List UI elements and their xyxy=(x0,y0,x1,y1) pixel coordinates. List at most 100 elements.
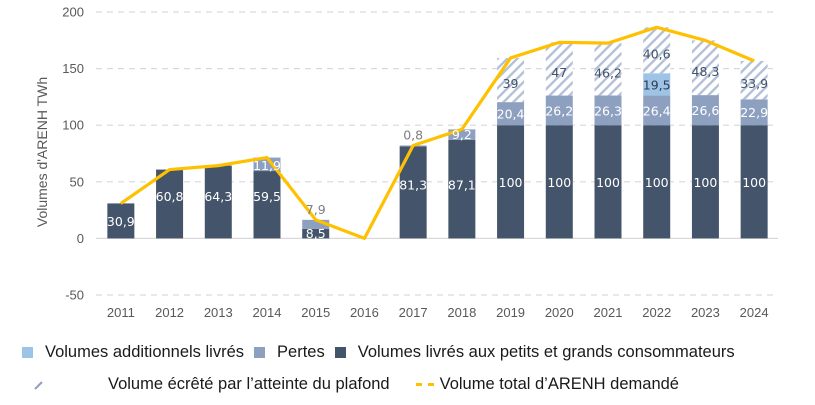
y-tick-label: 200 xyxy=(62,5,84,20)
data-label: 7,9 xyxy=(306,202,326,217)
data-label: 47 xyxy=(551,65,567,80)
x-tick-label: 2016 xyxy=(350,305,379,320)
bar-delivered xyxy=(497,125,525,239)
bar-additional xyxy=(643,73,671,96)
bar-delivered xyxy=(107,203,135,239)
data-label: 8,5 xyxy=(306,226,326,241)
bar-losses xyxy=(302,219,330,229)
legend-label: Volume écrêté par l’atteinte du plafond xyxy=(108,375,390,393)
bars xyxy=(107,27,768,239)
legend-item-total-demand: Volume total d’ARENH demandé xyxy=(415,375,679,394)
losses-swatch-icon xyxy=(254,347,266,358)
bar-delivered xyxy=(156,169,184,239)
data-label: 87,1 xyxy=(448,178,476,193)
demand-line-path xyxy=(119,25,755,240)
y-tick-label: 100 xyxy=(62,118,84,133)
legend-item-delivered-volumes: Volumes livrés aux petits et grands cons… xyxy=(334,343,735,362)
legend-label: Volume total d’ARENH demandé xyxy=(439,375,679,393)
y-tick-label: 50 xyxy=(70,174,84,189)
data-label: 20,4 xyxy=(497,107,525,122)
data-label: 48,3 xyxy=(692,64,720,79)
additional-volumes-swatch-icon xyxy=(22,347,33,358)
data-label: 46,2 xyxy=(594,65,622,80)
y-tick-label: 0 xyxy=(77,231,84,246)
data-label: 26,4 xyxy=(643,103,671,118)
data-label: 60,8 xyxy=(156,189,184,204)
delivered-volumes-swatch-icon xyxy=(334,347,346,358)
total-demand-line xyxy=(119,25,755,240)
x-axis-ticks: 2011 2012 2013 2014 2015 2016 2017 2018 2019 2020… xyxy=(107,305,769,320)
bar-capped xyxy=(643,27,671,74)
gridlines xyxy=(96,11,778,296)
data-label: 0,8 xyxy=(403,127,423,142)
legend-item-losses: Pertes xyxy=(254,343,325,362)
bar-delivered xyxy=(204,165,232,239)
data-label: 100 xyxy=(645,175,669,190)
bar-losses xyxy=(594,95,622,126)
x-tick-label: 2023 xyxy=(691,305,720,320)
data-label: 40,6 xyxy=(643,46,671,61)
bar-capped xyxy=(691,40,719,96)
data-label: 100 xyxy=(693,175,717,190)
bar-losses xyxy=(643,95,671,126)
data-label: 39 xyxy=(503,76,519,91)
bar-losses xyxy=(740,99,768,126)
bar-delivered xyxy=(253,171,281,239)
y-tick-label: -50 xyxy=(65,288,84,303)
x-tick-label: 2014 xyxy=(253,305,282,320)
legend-label: Volumes livrés aux petits et grands cons… xyxy=(357,343,735,361)
data-label: 26,3 xyxy=(594,103,622,118)
data-label: 22,9 xyxy=(740,105,768,120)
arenh-volume-chart: Volumes d'ARENH TWh -50 0 50 100 150 200 30,9… xyxy=(34,5,778,320)
x-tick-label: 2013 xyxy=(204,305,233,320)
data-label: 100 xyxy=(742,175,766,190)
bar-delivered xyxy=(643,125,671,239)
dashed-line-swatch-icon xyxy=(415,383,434,386)
data-label: 9,2 xyxy=(452,127,472,142)
x-tick-label: 2024 xyxy=(740,305,769,320)
data-label: 64,3 xyxy=(204,189,232,204)
data-label: 30,9 xyxy=(107,214,135,229)
x-tick-label: 2017 xyxy=(399,305,428,320)
x-tick-label: 2015 xyxy=(301,305,330,320)
data-label: 100 xyxy=(499,175,523,190)
bar-delivered xyxy=(594,125,622,239)
y-tick-label: 150 xyxy=(62,61,84,76)
data-labels: 30,9 60,8 64,3 59,5 11,9 8,5 7,9 81,3 0,8 87,1 9,2… xyxy=(107,46,768,241)
bar-delivered xyxy=(302,228,330,239)
x-tick-label: 2020 xyxy=(545,305,574,320)
legend-item-capped-volume: Volume écrêté par l’atteinte du plafond xyxy=(34,375,390,394)
data-label: 19,5 xyxy=(643,77,671,92)
legend-item-additional-volumes: Volumes additionnels livrés xyxy=(22,343,244,362)
bar-delivered xyxy=(691,125,719,239)
bar-delivered xyxy=(448,139,476,239)
data-label: 33,9 xyxy=(740,76,768,91)
bar-losses xyxy=(691,95,719,126)
data-label: 11,9 xyxy=(253,158,281,173)
x-tick-label: 2022 xyxy=(642,305,671,320)
x-tick-label: 2011 xyxy=(107,305,135,320)
bar-losses xyxy=(545,95,573,126)
x-tick-label: 2012 xyxy=(155,305,184,320)
bar-capped xyxy=(545,42,573,96)
bar-capped xyxy=(497,57,525,103)
data-label: 81,3 xyxy=(399,178,427,193)
bar-losses xyxy=(448,129,476,140)
data-label: 100 xyxy=(596,175,620,190)
x-tick-label: 2018 xyxy=(447,305,476,320)
data-label: 26,6 xyxy=(692,103,720,118)
y-axis-ticks: -50 0 50 100 150 200 xyxy=(62,5,84,303)
hatch-swatch-icon xyxy=(34,380,43,390)
bar-delivered xyxy=(545,125,573,239)
legend-label: Volumes additionnels livrés xyxy=(45,343,245,361)
x-tick-label: 2019 xyxy=(496,305,525,320)
bar-delivered xyxy=(740,125,768,239)
bar-capped xyxy=(740,60,768,100)
data-label: 26,2 xyxy=(545,103,573,118)
bar-losses xyxy=(497,102,525,126)
data-label: 100 xyxy=(547,175,571,190)
x-tick-label: 2021 xyxy=(594,305,623,320)
y-axis-label: Volumes d'ARENH TWh xyxy=(34,77,50,227)
bar-capped xyxy=(594,43,622,96)
data-label: 59,5 xyxy=(253,189,281,204)
